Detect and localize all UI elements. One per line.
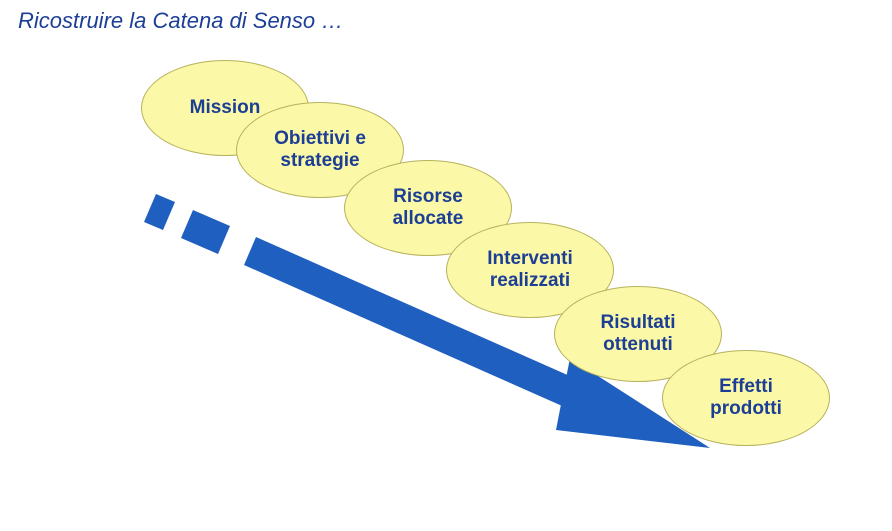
diagram-title: Ricostruire la Catena di Senso … <box>18 8 343 34</box>
arrow-dash-2 <box>181 210 230 254</box>
node-label: Risorseallocate <box>387 186 470 230</box>
node-label: Interventirealizzati <box>481 248 579 292</box>
node-label: Risultatiottenuti <box>595 312 682 356</box>
arrow-dash-1 <box>144 194 175 230</box>
node-effetti: Effettiprodotti <box>662 350 830 446</box>
diagram-canvas: Ricostruire la Catena di Senso … Mission… <box>0 0 892 531</box>
node-label: Effettiprodotti <box>704 376 788 420</box>
node-label: Obiettivi estrategie <box>268 128 372 172</box>
node-label: Mission <box>184 97 267 119</box>
